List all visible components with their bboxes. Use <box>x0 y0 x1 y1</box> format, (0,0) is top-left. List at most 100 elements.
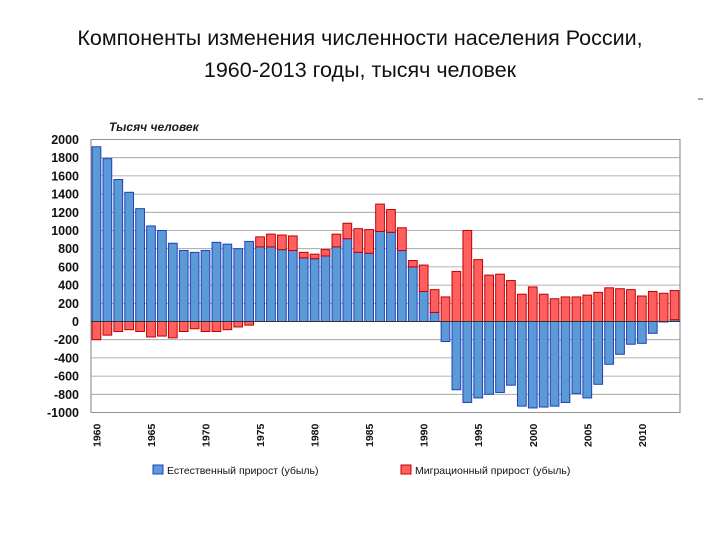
bar-natural-1986 <box>375 230 385 322</box>
x-tick-label: 2000 <box>528 423 540 447</box>
bar-natural-2003 <box>560 321 571 403</box>
bar-natural-1997 <box>495 321 505 393</box>
bar-natural-1998 <box>506 321 516 386</box>
bar-natural-1999 <box>516 321 527 407</box>
bar-natural-1983 <box>342 238 353 322</box>
bar-migration-1996 <box>484 274 494 322</box>
bar-natural-1963 <box>124 191 135 322</box>
bar-migration-1995 <box>473 259 484 322</box>
bar-natural-1990 <box>418 290 429 323</box>
bar-natural-1985 <box>364 252 375 322</box>
bar-migration-1963 <box>124 321 135 331</box>
legend-swatch-natural <box>152 464 164 475</box>
y-tick-label: -1000 <box>47 406 79 420</box>
bar-migration-1985 <box>364 229 375 254</box>
bar-migration-2008 <box>615 288 625 322</box>
bar-natural-1993 <box>451 321 462 391</box>
axis-layer: 2000180016001400120010008006004002000-20… <box>47 133 680 447</box>
bar-migration-1978 <box>287 235 298 252</box>
bar-natural-2010 <box>636 321 647 344</box>
bar-migration-2005 <box>582 294 593 322</box>
bar-migration-1991 <box>429 289 440 313</box>
bar-natural-2011 <box>647 321 658 334</box>
bar-natural-1987 <box>386 231 396 323</box>
bar-natural-1991 <box>429 311 440 322</box>
legend-label-natural: Естественный прирост (убыль) <box>167 465 319 477</box>
bar-migration-1960 <box>91 321 102 341</box>
bar-migration-1998 <box>506 280 516 322</box>
bar-migration-1999 <box>516 293 527 323</box>
bar-migration-1990 <box>418 264 429 292</box>
bar-migration-1968 <box>178 321 189 333</box>
bar-migration-1993 <box>451 270 462 323</box>
bar-natural-1960 <box>91 146 102 322</box>
bar-migration-1976 <box>266 233 276 248</box>
bar-migration-1966 <box>157 321 167 337</box>
bar-natural-1962 <box>113 179 124 322</box>
bar-natural-1977 <box>277 249 287 322</box>
y-tick-label: 1200 <box>51 206 79 220</box>
bars-layer <box>91 146 680 409</box>
bar-migration-1967 <box>167 321 178 339</box>
bar-migration-2011 <box>647 290 658 323</box>
bar-migration-2003 <box>560 296 571 322</box>
bar-migration-1969 <box>189 321 200 330</box>
bar-natural-2002 <box>549 321 560 407</box>
legend: Естественный прирост (убыль) Миграционны… <box>152 464 570 477</box>
y-tick-label: 600 <box>58 260 79 274</box>
bar-migration-2001 <box>538 293 549 323</box>
bar-migration-2004 <box>571 296 582 322</box>
bar-migration-2006 <box>593 291 604 323</box>
bar-natural-1979 <box>298 257 309 322</box>
bar-migration-1980 <box>309 253 320 260</box>
bar-natural-2006 <box>593 321 604 385</box>
bar-natural-1964 <box>135 208 145 322</box>
x-tick-label: 1965 <box>146 423 158 447</box>
bar-migration-1977 <box>277 234 287 251</box>
x-tick-label: 1970 <box>201 423 213 447</box>
chart-title-line-1: Компоненты изменения численности населен… <box>77 26 643 50</box>
bar-natural-2009 <box>626 321 636 345</box>
x-tick-label: 1975 <box>255 423 267 447</box>
bar-migration-2007 <box>604 287 614 322</box>
chart-title-line-2: 1960-2013 годы, тысяч человек <box>203 58 517 82</box>
bar-natural-1978 <box>287 250 298 323</box>
bar-natural-2005 <box>582 321 593 399</box>
bar-migration-2012 <box>658 292 669 323</box>
x-tick-label: 1985 <box>364 423 376 447</box>
bar-natural-1995 <box>473 321 484 399</box>
bar-natural-1982 <box>331 246 342 323</box>
x-tick-label: 1990 <box>419 423 431 447</box>
bar-migration-1973 <box>233 321 244 328</box>
bar-natural-1989 <box>407 266 418 322</box>
y-tick-label: -200 <box>54 333 79 347</box>
bar-migration-2000 <box>527 286 538 323</box>
bar-natural-1969 <box>189 251 200 322</box>
bar-natural-1973 <box>233 248 244 322</box>
bar-natural-1970 <box>200 250 211 323</box>
bar-migration-1987 <box>386 209 396 233</box>
bar-migration-1962 <box>113 321 124 333</box>
bar-natural-1974 <box>244 240 255 322</box>
bar-migration-1971 <box>211 321 222 333</box>
bar-natural-1994 <box>462 321 473 403</box>
bar-natural-1972 <box>222 243 233 322</box>
bar-migration-1961 <box>102 321 113 336</box>
bar-migration-2002 <box>549 298 560 322</box>
bar-migration-1983 <box>342 222 353 240</box>
bar-natural-1976 <box>266 246 276 323</box>
bar-migration-1965 <box>146 321 156 338</box>
bar-migration-1986 <box>375 203 385 232</box>
y-tick-label: 1400 <box>51 188 79 202</box>
bar-migration-2009 <box>626 289 636 322</box>
y-tick-label: -600 <box>54 370 79 384</box>
x-tick-label: 1960 <box>91 423 103 447</box>
y-tick-label: 1600 <box>51 169 79 183</box>
bar-migration-1997 <box>495 273 505 322</box>
x-tick-label: 2010 <box>637 423 649 447</box>
bar-natural-1965 <box>146 225 156 322</box>
y-tick-label: 2000 <box>51 133 79 147</box>
bar-migration-2013 <box>669 290 680 321</box>
bar-natural-2007 <box>604 321 614 365</box>
